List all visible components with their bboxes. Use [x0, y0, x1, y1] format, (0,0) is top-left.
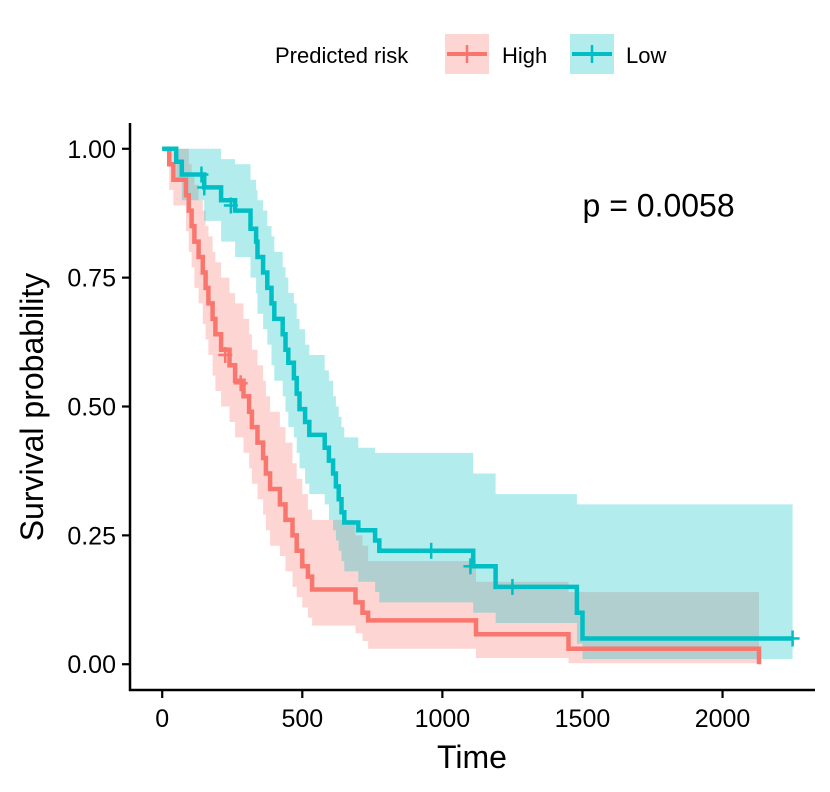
- ci-band-high: [162, 148, 759, 665]
- legend-item-high: High: [445, 34, 547, 74]
- censor-mark-high: [218, 346, 233, 363]
- legend: Predicted risk High Low: [275, 34, 666, 74]
- legend-label-low: Low: [626, 43, 666, 68]
- y-axis-ticks: 0.00 0.25 0.50 0.75 1.00: [67, 136, 130, 679]
- legend-item-low: Low: [570, 34, 666, 74]
- y-tick-label: 0.25: [67, 522, 116, 550]
- y-tick-label: 0.00: [67, 651, 116, 679]
- p-value-annotation: p = 0.0058: [583, 188, 735, 224]
- x-axis-label: Time: [437, 739, 507, 775]
- x-tick-label: 2000: [695, 705, 751, 733]
- x-tick-label: 1500: [555, 705, 611, 733]
- y-tick-label: 0.75: [67, 265, 116, 293]
- censor-mark-low: [424, 542, 439, 559]
- survival-curve-high: [162, 146, 762, 665]
- censor-marks: [194, 166, 800, 647]
- confidence-bands: [162, 148, 793, 665]
- survival-curves: [162, 146, 793, 665]
- legend-label-high: High: [502, 43, 547, 68]
- censor-mark-low: [223, 197, 238, 214]
- y-tick-label: 0.50: [67, 394, 116, 422]
- censor-mark-low: [463, 558, 478, 575]
- y-axis-label: Survival probability: [14, 273, 50, 542]
- x-tick-label: 0: [155, 705, 169, 733]
- censor-mark-high: [233, 375, 248, 392]
- censor-mark-low: [785, 630, 800, 647]
- censor-mark-low: [505, 578, 520, 595]
- ci-band-low: [162, 148, 793, 660]
- y-tick-label: 1.00: [67, 136, 116, 164]
- x-axis-ticks: 0 500 1000 1500 2000: [155, 690, 750, 733]
- x-tick-label: 500: [281, 705, 323, 733]
- legend-title: Predicted risk: [275, 43, 409, 68]
- censor-mark-low: [194, 166, 209, 183]
- censor-mark-low: [197, 179, 212, 196]
- x-tick-label: 1000: [415, 705, 471, 733]
- survival-curve-low: [162, 146, 793, 641]
